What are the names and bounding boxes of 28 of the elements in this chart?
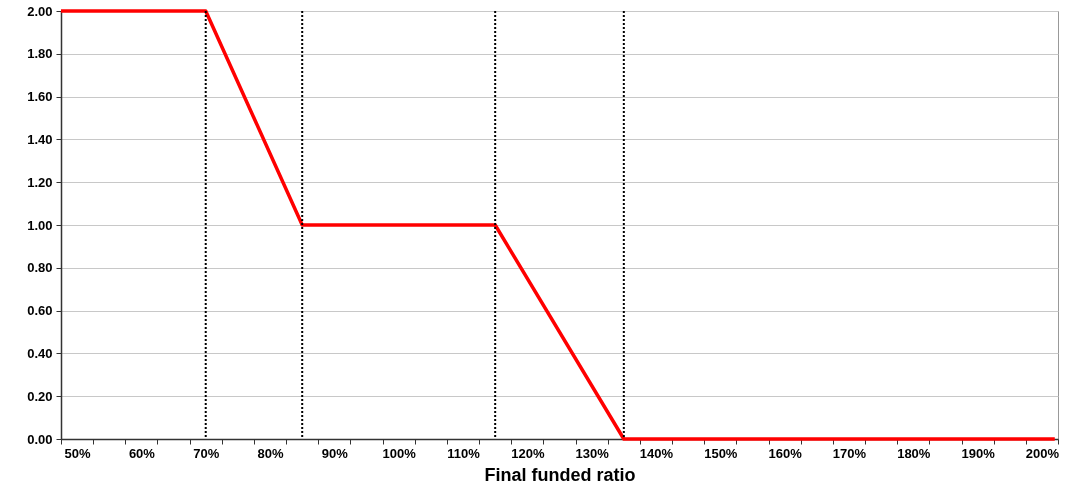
x-tick-label: 140% [639, 445, 674, 461]
y-tick-label: 2.00 [27, 3, 53, 19]
x-tick-label: 130% [575, 445, 610, 461]
x-tick-label: 50% [64, 445, 92, 461]
x-tick-label: 190% [961, 445, 996, 461]
x-axis-title: Final funded ratio [484, 464, 636, 485]
y-tick-label: 0.20 [27, 388, 53, 404]
x-tick-label: 120% [511, 445, 545, 461]
x-tick-label: 180% [897, 445, 931, 461]
y-tick-label: 1.60 [27, 89, 53, 105]
y-tick-label: 1.20 [27, 174, 53, 190]
y-tick-label: 0.40 [27, 345, 53, 361]
x-tick-label: 170% [832, 445, 867, 461]
x-tick-label: 60% [128, 445, 156, 461]
y-tick-label: 0.60 [27, 303, 53, 319]
x-tick-label: 100% [382, 445, 417, 461]
y-tick-label: 1.40 [27, 131, 53, 147]
y-tick-label: 1.80 [27, 46, 53, 62]
x-tick-label: 200% [1025, 445, 1060, 461]
y-tick-label: 0.00 [27, 431, 53, 447]
y-tick-label: 0.80 [27, 260, 53, 276]
y-tick-label: 1.00 [27, 217, 53, 233]
x-tick-label: 90% [321, 445, 349, 461]
x-tick-label: 160% [768, 445, 803, 461]
x-tick-label: 110% [447, 445, 481, 461]
x-tick-label: 70% [193, 445, 220, 461]
x-tick-label: 150% [704, 445, 738, 461]
x-tick-label: 80% [257, 445, 284, 461]
